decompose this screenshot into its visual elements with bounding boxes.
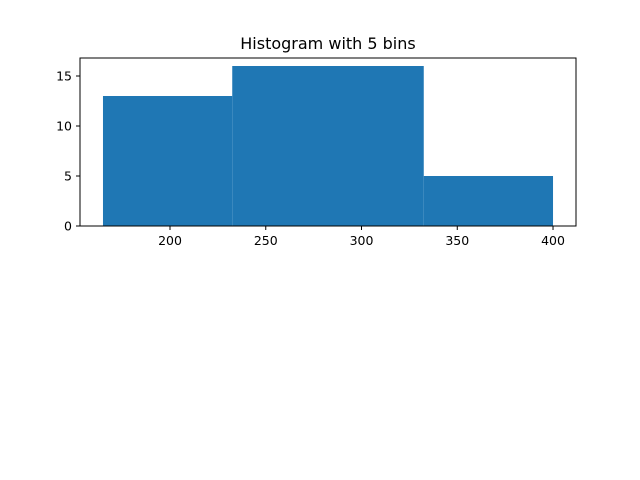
histogram-bar-1 [102,96,233,226]
x-tick-label: 400 [541,233,565,248]
y-axis: 0 5 10 15 [56,69,80,234]
y-tick-label: 10 [56,119,72,134]
x-tick-label: 250 [254,233,278,248]
plot-frame [79,57,577,227]
histogram-bar-3 [423,176,554,226]
y-tick-label: 5 [64,169,72,184]
y-tick-label: 15 [56,69,72,84]
chart-title: Histogram with 5 bins [240,34,415,53]
x-axis: 200 250 300 350 400 [158,226,565,248]
x-tick-label: 350 [445,233,469,248]
bars-group [102,66,554,226]
x-tick-label: 200 [158,233,182,248]
x-tick-label: 300 [350,233,374,248]
histogram-bar-2 [232,66,424,226]
y-tick-label: 0 [64,219,72,234]
